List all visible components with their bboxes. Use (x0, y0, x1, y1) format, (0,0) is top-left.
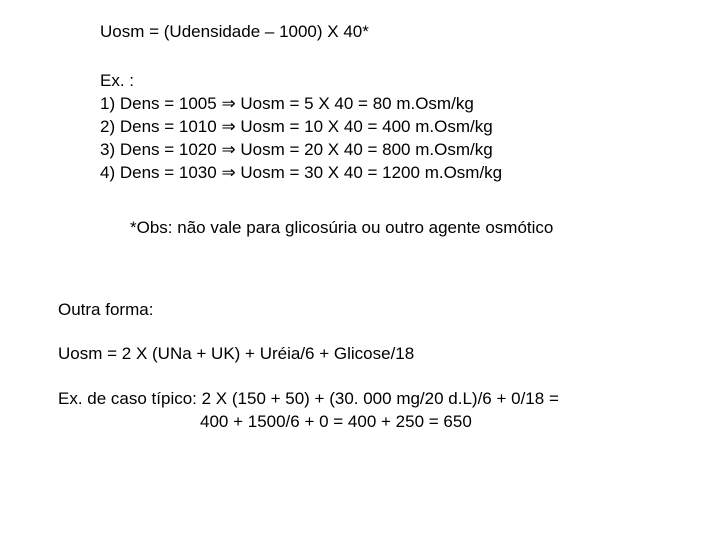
outra-forma-label: Outra forma: (58, 300, 153, 320)
example-row-2: 2) Dens = 1010 ⇒ Uosm = 10 X 40 = 400 m.… (100, 116, 502, 139)
example-row-3: 3) Dens = 1020 ⇒ Uosm = 20 X 40 = 800 m.… (100, 139, 502, 162)
observation-note: *Obs: não vale para glicosúria ou outro … (130, 218, 553, 238)
typical-case-line1: Ex. de caso típico: 2 X (150 + 50) + (30… (58, 388, 668, 411)
uosm-alt-formula: Uosm = 2 X (UNa + UK) + Uréia/6 + Glicos… (58, 344, 414, 364)
uosm-density-formula: Uosm = (Udensidade – 1000) X 40* (100, 22, 369, 42)
typical-case-block: Ex. de caso típico: 2 X (150 + 50) + (30… (58, 388, 668, 434)
slide-page: Uosm = (Udensidade – 1000) X 40* Ex. : 1… (0, 0, 720, 540)
example-row-4: 4) Dens = 1030 ⇒ Uosm = 30 X 40 = 1200 m… (100, 162, 502, 185)
examples-block: Ex. : 1) Dens = 1005 ⇒ Uosm = 5 X 40 = 8… (100, 70, 502, 185)
examples-header: Ex. : (100, 70, 502, 93)
typical-case-line2: 400 + 1500/6 + 0 = 400 + 250 = 650 (58, 411, 668, 434)
example-row-1: 1) Dens = 1005 ⇒ Uosm = 5 X 40 = 80 m.Os… (100, 93, 502, 116)
